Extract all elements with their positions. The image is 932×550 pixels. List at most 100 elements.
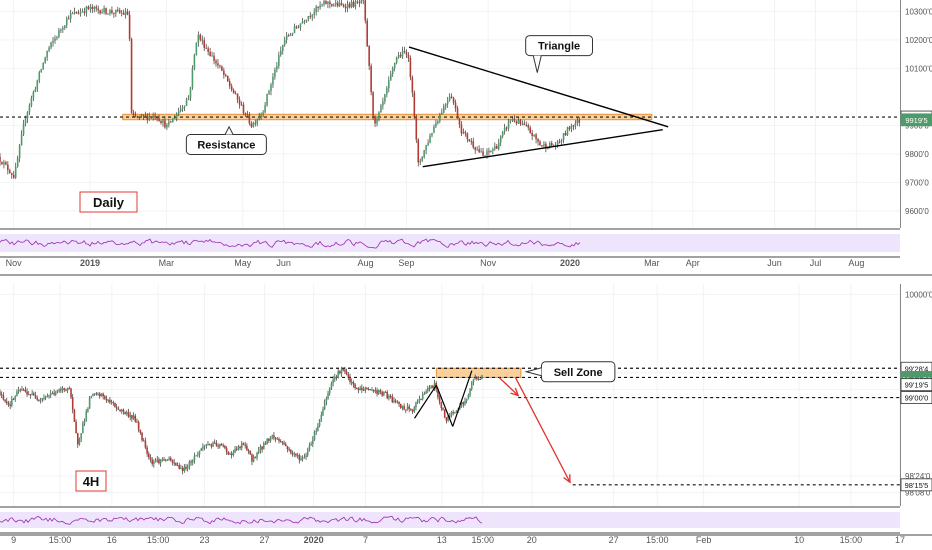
4h-candle [93,393,96,395]
daily-candle [309,16,312,18]
daily-candle [431,132,433,136]
4h-candle [142,440,145,442]
daily-candle [144,115,147,117]
4h-candle [477,378,480,380]
daily-candle [503,127,506,132]
daily-x-tick-label: Aug [357,258,373,268]
4h-callout-pointer [524,367,542,377]
4h-candle [313,432,316,440]
daily-candle [358,2,361,4]
4h-candle [249,450,252,455]
4h-candle [460,402,463,406]
daily-candle [44,57,46,63]
daily-candle [225,74,227,76]
4h-candle [171,460,174,463]
daily-candle [505,127,508,129]
4h-candle [68,387,71,389]
4h-candle [310,443,312,446]
4h-candle [14,396,17,400]
daily-candle [513,119,516,122]
4h-candle [276,438,279,440]
daily-x-tick-label: 2020 [560,258,580,268]
4h-candle [163,459,165,461]
4h-candle [389,395,392,397]
4h-candle [244,444,246,446]
daily-candle [221,66,223,71]
daily-candle [344,6,347,9]
daily-candle [499,136,502,143]
daily-y-tick-label: 9800'0 [905,150,929,159]
daily-candle [482,151,484,156]
4h-candle [420,398,422,400]
daily-candle [181,107,184,109]
daily-candle [7,164,9,171]
4h-candle [43,397,45,399]
daily-candle [468,139,471,142]
4h-candle [474,377,476,380]
daily-candle [89,6,92,9]
daily-candle [442,106,445,113]
daily-candle [95,6,98,9]
4h-candle [134,415,137,422]
4h-time-axis[interactable]: 9 15:00 16 15:00 23 27 2020 7 13 15:00 20 27 15:00 Fe… [11,535,905,545]
4h-candle [327,393,329,399]
4h-callout-text: Sell Zone [554,367,603,379]
daily-candle [439,114,441,122]
daily-candle [401,50,404,57]
4h-target-arrow [514,377,571,483]
daily-candle [203,40,206,48]
4h-candle [411,409,414,412]
4h-candle [127,412,130,417]
4h-price-panel[interactable]: Sell Zone 4H [0,284,901,506]
daily-candle [564,133,567,136]
4h-candle [61,388,64,391]
4h-candle [0,394,3,396]
daily-candle [69,13,72,19]
daily-candle [388,80,390,89]
daily-candle [494,146,496,150]
daily-candle [156,117,158,119]
4h-candle [109,399,111,403]
price-axes[interactable]: 10300'010200'010100'09900'09800'09700'09… [0,0,932,536]
4h-candle [241,443,243,448]
daily-candle [128,14,131,40]
4h-candle [176,465,179,467]
4h-candle [246,445,248,451]
daily-candle [556,141,559,146]
daily-candle [248,114,251,124]
4h-candle [66,387,69,391]
4h-candle [212,442,214,447]
4h-candle [22,389,25,391]
4h-x-tick-label: 15:00 [49,535,72,545]
4h-candle [432,385,434,388]
daily-trendline-lower [422,128,663,168]
4h-candle [102,393,104,397]
4h-candle [114,403,116,408]
daily-candle [429,135,431,143]
4h-x-tick-label: 20 [527,535,537,545]
4h-candle [279,440,282,442]
4h-candle [173,462,175,464]
daily-candle [140,114,143,116]
daily-candle [521,123,524,125]
daily-time-axis[interactable]: Nov 2019 Mar May Jun Aug Sep Nov 2020 Mar Apr Jun Ju… [6,258,865,268]
4h-candle [322,409,324,416]
4h-candle [154,461,157,463]
daily-candle [409,57,412,78]
4h-candle [388,395,390,399]
daily-price-panel[interactable]: Triangle Resistance Daily [0,0,900,228]
4h-candle [318,419,321,427]
daily-candle [244,113,247,116]
daily-candle [199,34,202,40]
4h-candle [2,395,5,400]
4h-candle [345,371,348,375]
4h-candle [252,456,255,462]
daily-candle [378,112,380,119]
4h-candle [401,406,404,408]
4h-candle [87,408,89,412]
daily-candle [417,139,420,163]
4h-candle [112,402,115,404]
daily-candle [79,11,82,14]
daily-candle [578,119,581,123]
4h-candle [148,453,150,458]
